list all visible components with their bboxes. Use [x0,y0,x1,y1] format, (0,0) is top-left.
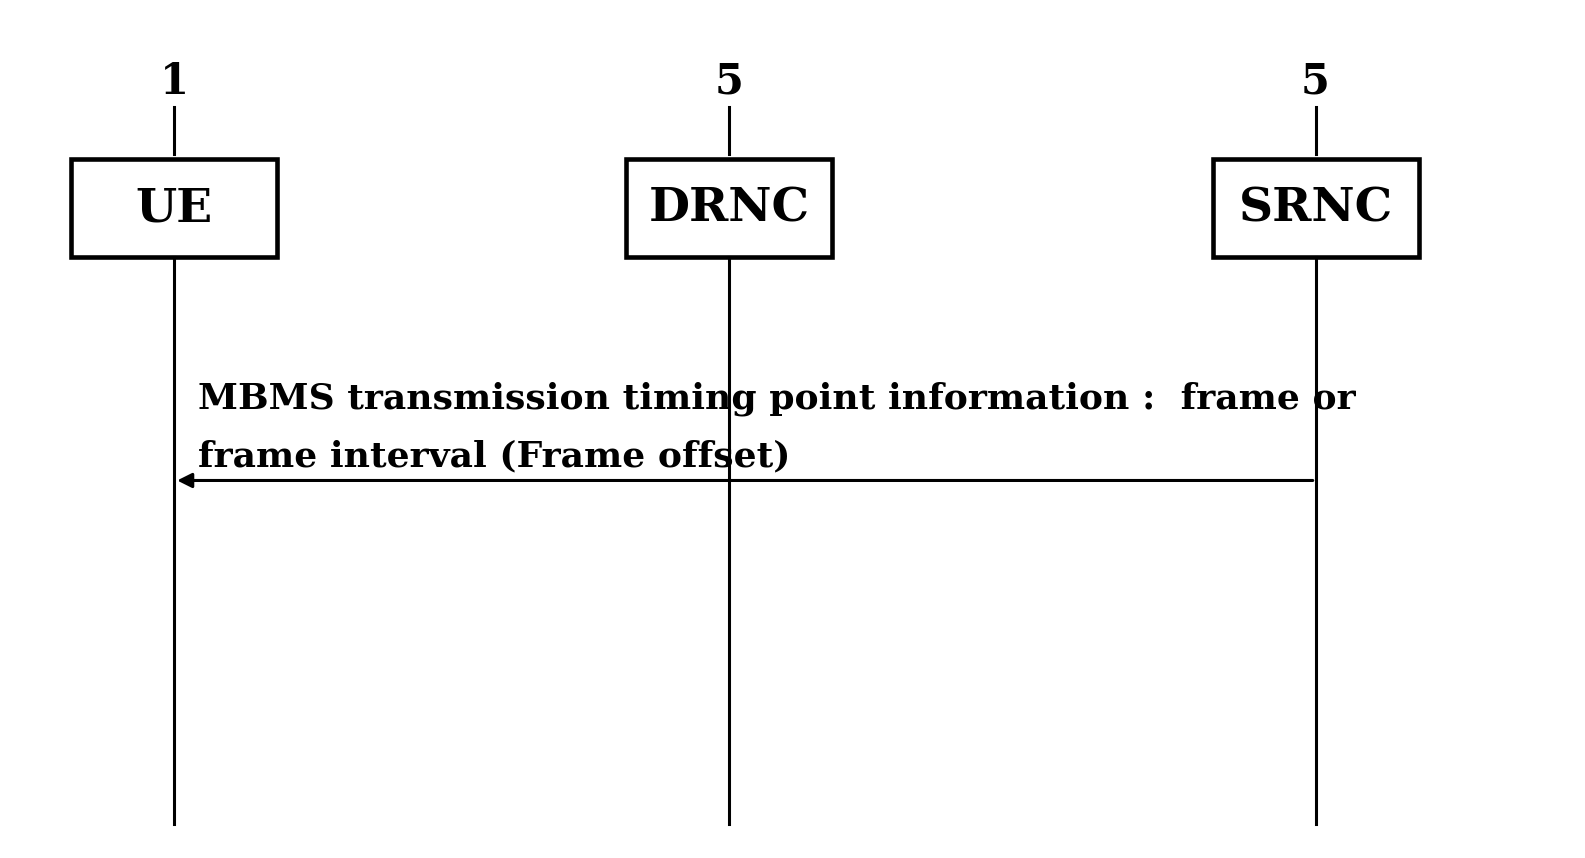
Text: 5: 5 [715,61,743,102]
Text: frame interval (Frame offset): frame interval (Frame offset) [198,439,791,474]
Text: 5: 5 [1301,61,1330,102]
Text: SRNC: SRNC [1238,185,1393,231]
Text: 1: 1 [160,61,189,102]
Text: MBMS transmission timing point information :  frame or: MBMS transmission timing point informati… [198,382,1355,416]
Bar [1213,159,1419,257]
Bar [71,159,277,257]
Bar [626,159,832,257]
Text: UE: UE [136,185,212,231]
Text: DRNC: DRNC [648,185,810,231]
